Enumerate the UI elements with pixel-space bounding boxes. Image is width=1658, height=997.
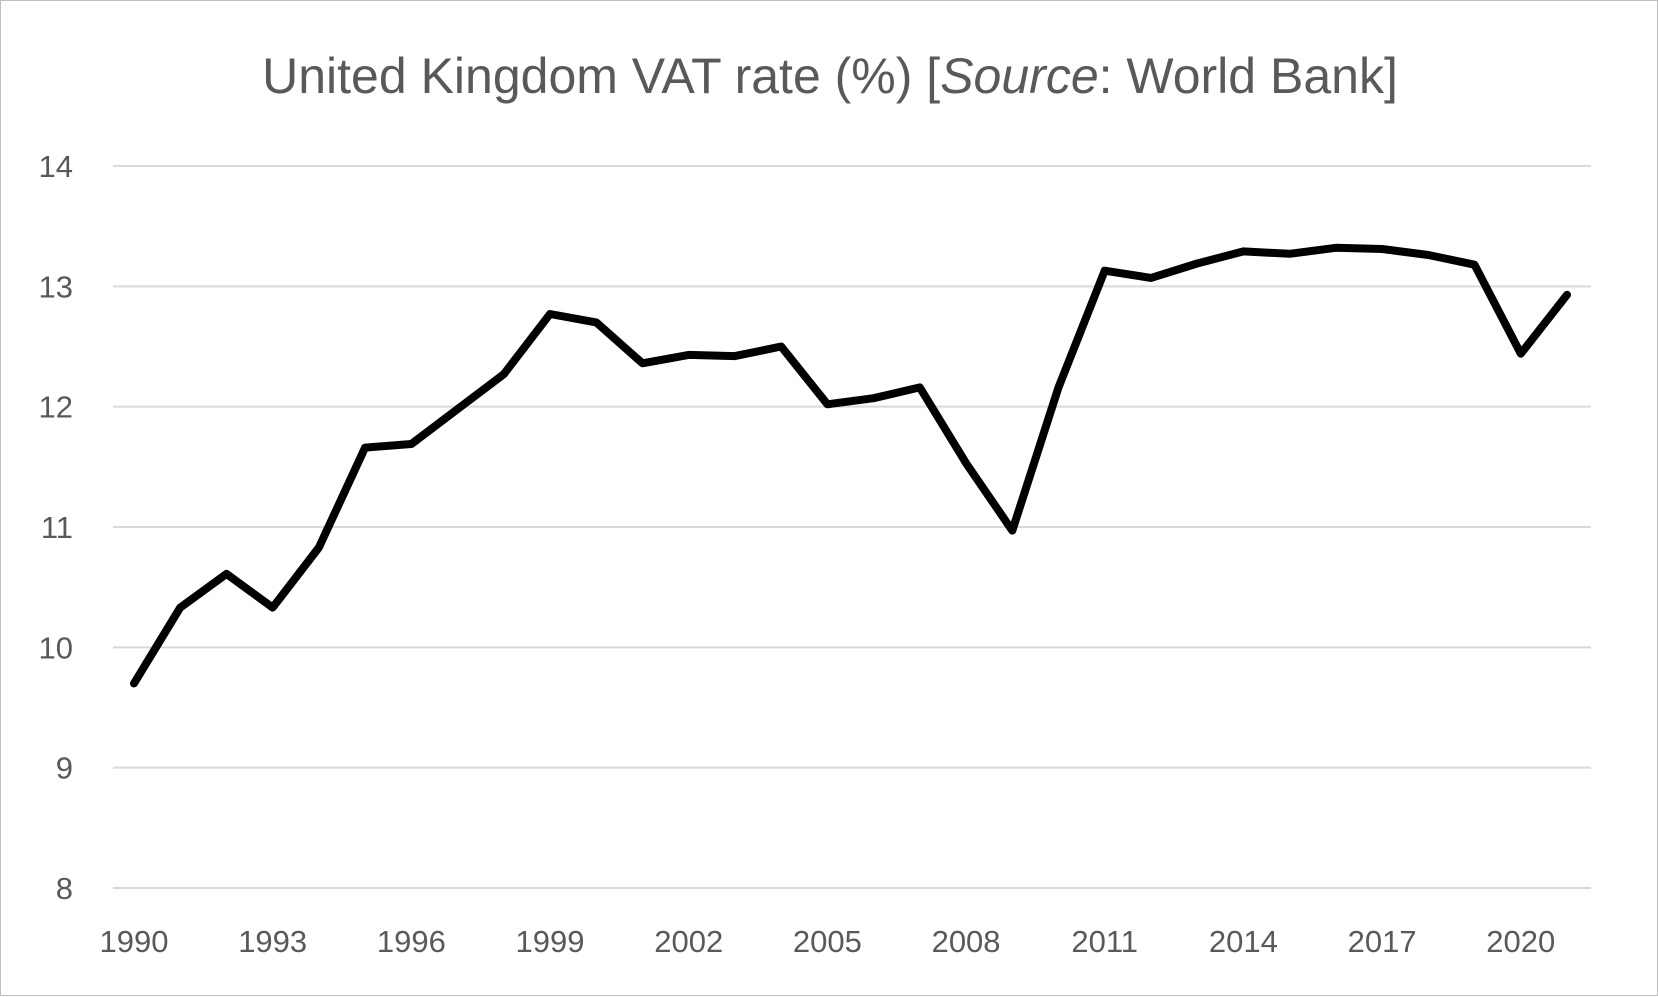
x-tick-label: 1996 [377,924,446,959]
y-tick-label: 10 [39,630,73,665]
x-tick-label: 2002 [654,924,723,959]
x-axis-tick-labels: 1990 1993 1996 1999 2002 2005 2008 2011 2014 2017… [100,924,1556,959]
y-tick-label: 11 [41,510,73,545]
series-line-layer [134,248,1567,684]
chart-title-italic: Source [940,48,1098,104]
x-tick-label: 2017 [1348,924,1417,959]
y-tick-label: 14 [39,149,73,184]
chart-title-suffix: : World Bank] [1099,48,1398,104]
x-tick-label: 1999 [516,924,585,959]
x-tick-label: 2020 [1486,924,1555,959]
y-tick-label: 13 [39,269,73,304]
x-tick-label: 2014 [1209,924,1278,959]
y-tick-label: 9 [56,751,73,786]
x-tick-label: 1993 [238,924,307,959]
y-axis-tick-labels: 8 9 10 11 12 13 14 [39,149,73,906]
x-tick-label: 2011 [1071,924,1138,959]
y-tick-label: 12 [39,390,73,425]
y-tick-label: 8 [56,871,73,906]
chart-title-prefix: United Kingdom VAT rate (%) [ [262,48,940,104]
x-tick-label: 2005 [793,924,862,959]
x-tick-label: 2008 [932,924,1001,959]
chart-title: United Kingdom VAT rate (%) [Source: Wor… [262,48,1398,104]
series-line [134,248,1567,684]
gridlines [113,166,1591,888]
x-tick-label: 1990 [100,924,169,959]
